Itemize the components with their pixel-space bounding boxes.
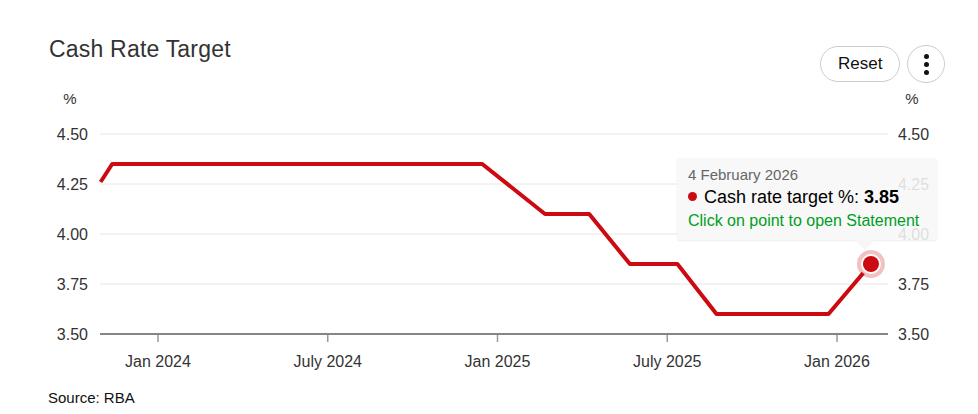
y-axis-unit-right: % [905,90,918,107]
tooltip-hint: Click on point to open Statement [688,210,926,232]
tooltip-value: 3.85 [864,187,899,207]
x-axis-label: July 2025 [633,353,702,370]
tooltip-series-label: Cash rate target %: [704,187,859,207]
chart-tooltip: 4 February 2026 Cash rate target %:3.85 … [677,158,937,240]
tooltip-caret-icon [855,240,875,250]
x-axis-label: Jan 2026 [804,353,870,370]
y-axis-label-left: 4.50 [57,126,88,143]
series-bullet-icon [688,192,697,201]
y-axis-label-left: 4.00 [57,226,88,243]
source-note: Source: RBA [48,389,135,406]
x-axis-label: July 2024 [294,353,363,370]
last-point-marker[interactable] [863,256,879,272]
y-axis-label-right: 3.75 [898,276,929,293]
x-axis-label: Jan 2024 [125,353,191,370]
tooltip-series-row: Cash rate target %:3.85 [688,185,926,210]
y-axis-label-right: 4.50 [898,126,929,143]
tooltip-date: 4 February 2026 [688,165,926,185]
y-axis-unit-left: % [63,90,76,107]
y-axis-label-right: 3.50 [898,326,929,343]
y-axis-label-left: 3.50 [57,326,88,343]
y-axis-label-left: 4.25 [57,176,88,193]
y-axis-label-left: 3.75 [57,276,88,293]
x-axis-label: Jan 2025 [465,353,531,370]
